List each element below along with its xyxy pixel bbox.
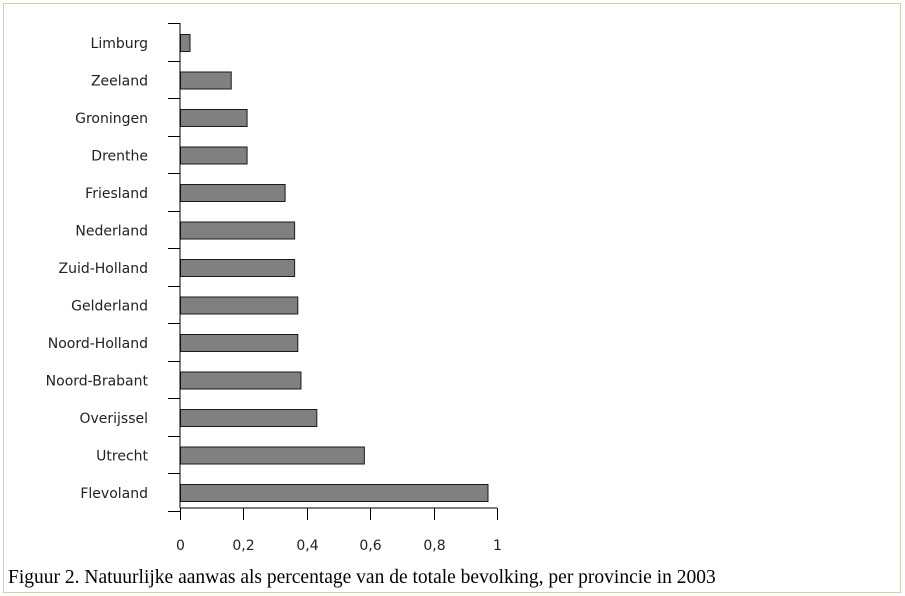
axes-layer — [168, 23, 498, 520]
x-tick-label: 0,2 — [232, 538, 254, 554]
x-tick-label: 0,6 — [359, 538, 381, 554]
x-tick-label: 0,4 — [296, 538, 318, 554]
category-label: Noord-Brabant — [46, 374, 149, 390]
category-label: Noord-Holland — [48, 336, 148, 352]
bar-gelderland — [180, 296, 299, 315]
category-label: Drenthe — [91, 149, 148, 165]
category-label: Utrecht — [96, 449, 148, 465]
x-tick-label: 1 — [493, 538, 502, 554]
bar-noord-holland — [180, 334, 299, 352]
figure-caption: Figuur 2. Natuurlijke aanwas als percent… — [8, 567, 716, 588]
bar-chart: Limburg Zeeland Groningen Drenthe Friesland N… — [46, 23, 502, 554]
category-label: Zeeland — [91, 74, 148, 90]
bar-limburg — [180, 34, 191, 52]
bar-zuid-holland — [180, 259, 296, 277]
bar-zeeland — [180, 71, 232, 90]
x-tick-label: 0,8 — [423, 538, 445, 554]
bar-overijssel — [180, 409, 318, 427]
bars-layer — [180, 34, 489, 502]
category-label: Nederland — [75, 224, 148, 240]
bar-drenthe — [180, 146, 248, 165]
category-label: Friesland — [85, 186, 148, 202]
category-label: Overijssel — [79, 411, 148, 427]
bar-utrecht — [180, 446, 365, 465]
labels-layer: Limburg Zeeland Groningen Drenthe Friesland N… — [46, 36, 502, 554]
bar-nederland — [180, 221, 296, 240]
category-label: Gelderland — [71, 299, 148, 315]
category-label: Flevoland — [80, 486, 148, 502]
x-tick-label: 0 — [176, 538, 185, 554]
category-label: Groningen — [75, 111, 148, 127]
bar-noord-brabant — [180, 371, 302, 390]
bar-friesland — [180, 184, 286, 202]
category-label: Limburg — [91, 36, 148, 52]
category-label: Zuid-Holland — [58, 261, 148, 277]
bar-groningen — [180, 109, 248, 127]
bar-flevoland — [180, 484, 489, 502]
